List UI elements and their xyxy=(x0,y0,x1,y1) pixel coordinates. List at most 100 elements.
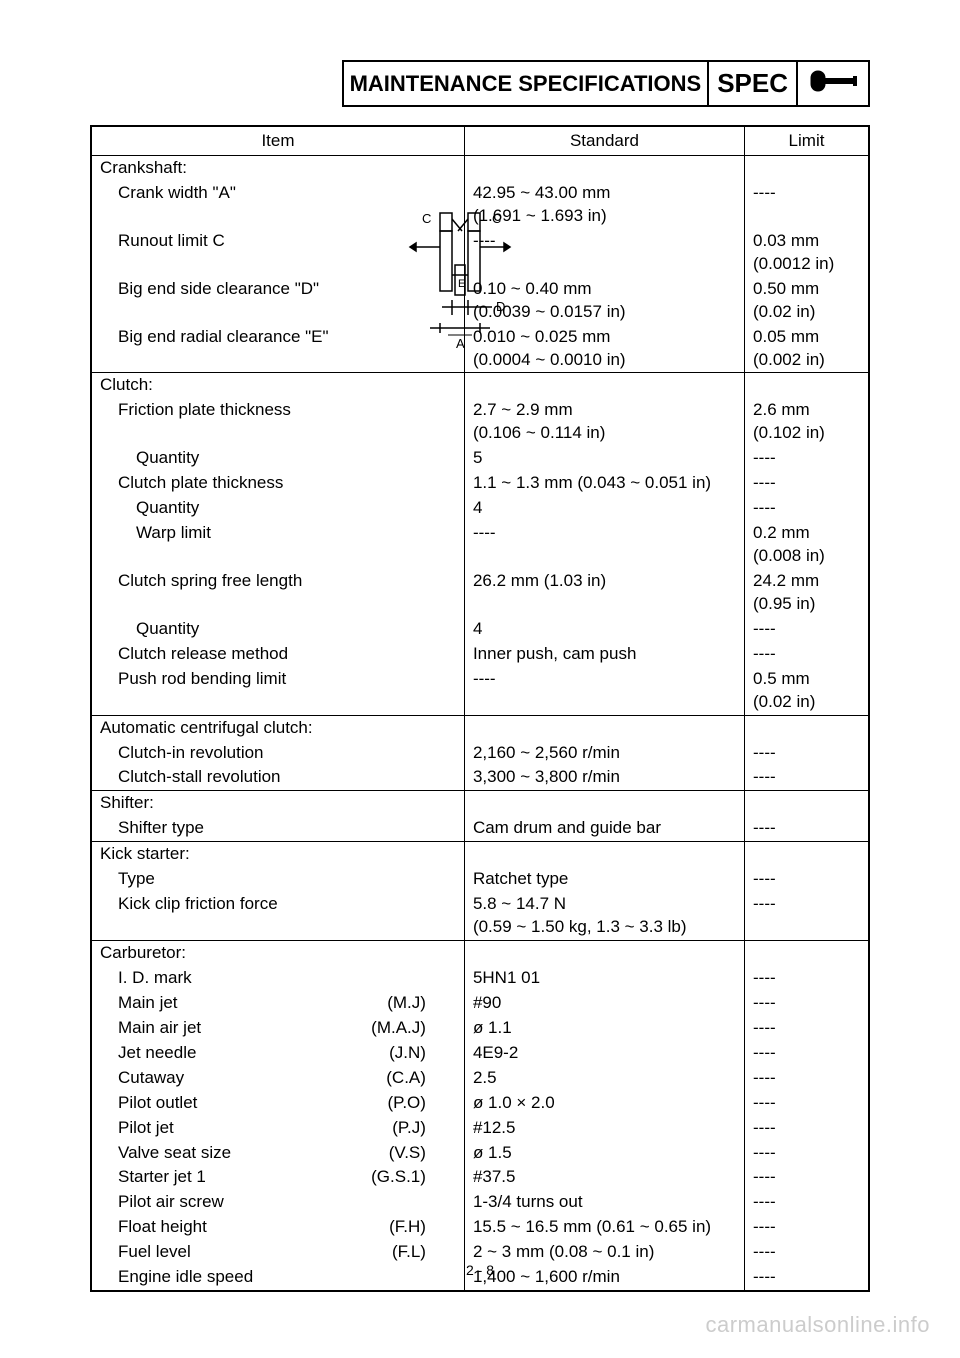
limit-cell: ---- xyxy=(745,741,869,766)
limit-cell: ---- xyxy=(745,446,869,471)
diagram-label-d: D xyxy=(496,299,505,314)
item-cell: Clutch spring free length xyxy=(91,569,464,617)
table-row: Jet needle(J.N)4E9-2---- xyxy=(91,1041,869,1066)
standard-cell: #37.5 xyxy=(464,1165,744,1190)
limit-cell: 0.05 mm (0.002 in) xyxy=(745,325,869,373)
abbr: (C.A) xyxy=(386,1067,426,1090)
standard-cell: #12.5 xyxy=(464,1116,744,1141)
section-title: Crankshaft: xyxy=(91,156,464,181)
limit-cell: ---- xyxy=(745,1041,869,1066)
table-row: Clutch plate thickness1.1 ~ 1.3 mm (0.04… xyxy=(91,471,869,496)
section-title-row: Shifter: xyxy=(91,791,869,816)
standard-cell: 15.5 ~ 16.5 mm (0.61 ~ 0.65 in) xyxy=(464,1215,744,1240)
limit-cell: ---- xyxy=(745,765,869,790)
item-cell: Float height(F.H) xyxy=(91,1215,464,1240)
item-cell: Cutaway(C.A) xyxy=(91,1066,464,1091)
diagram-label-c2: C xyxy=(492,211,501,226)
diagram-label-e: E xyxy=(458,278,465,290)
item-cell: I. D. mark xyxy=(91,966,464,991)
standard-cell: #90 xyxy=(464,991,744,1016)
standard-cell: 2.5 xyxy=(464,1066,744,1091)
limit-cell: ---- xyxy=(745,867,869,892)
table-row: Push rod bending limit----0.5 mm (0.02 i… xyxy=(91,667,869,715)
abbr: (P.O) xyxy=(388,1092,426,1115)
standard-cell: 2,160 ~ 2,560 r/min xyxy=(464,741,744,766)
limit-cell: ---- xyxy=(745,892,869,940)
standard-cell: 3,300 ~ 3,800 r/min xyxy=(464,765,744,790)
item-cell: Clutch-in revolution xyxy=(91,741,464,766)
item-cell: Shifter type xyxy=(91,816,464,841)
standard-cell: ---- xyxy=(464,667,744,715)
table-row: Main jet(M.J)#90---- xyxy=(91,991,869,1016)
limit-cell: ---- xyxy=(745,816,869,841)
item-cell: Main air jet(M.A.J) xyxy=(91,1016,464,1041)
limit-cell: ---- xyxy=(745,1141,869,1166)
section-title-row: Automatic centrifugal clutch: xyxy=(91,715,869,740)
table-row: Starter jet 1(G.S.1)#37.5---- xyxy=(91,1165,869,1190)
section-title: Automatic centrifugal clutch: xyxy=(91,715,464,740)
standard-cell: ø 1.5 xyxy=(464,1141,744,1166)
section-title: Kick starter: xyxy=(91,842,464,867)
limit-cell: ---- xyxy=(745,1116,869,1141)
page-number: 2 - 8 xyxy=(0,1262,960,1278)
standard-cell: 5.8 ~ 14.7 N (0.59 ~ 1.50 kg, 1.3 ~ 3.3 … xyxy=(464,892,744,940)
item-cell: Jet needle(J.N) xyxy=(91,1041,464,1066)
table-row: Pilot outlet(P.O)ø 1.0 × 2.0---- xyxy=(91,1091,869,1116)
table-row: Quantity4---- xyxy=(91,617,869,642)
limit-cell: ---- xyxy=(745,1091,869,1116)
item-cell: Clutch-stall revolution xyxy=(91,765,464,790)
abbr: (F.H) xyxy=(389,1216,426,1239)
limit-cell: ---- xyxy=(745,496,869,521)
table-row: Float height(F.H)15.5 ~ 16.5 mm (0.61 ~ … xyxy=(91,1215,869,1240)
crankshaft-diagram: C C D E A xyxy=(400,205,520,355)
section-title-row: Carburetor: xyxy=(91,941,869,966)
item-cell: Friction plate thickness xyxy=(91,398,464,446)
diagram-label-a: A xyxy=(456,336,465,351)
table-row: Clutch-stall revolution3,300 ~ 3,800 r/m… xyxy=(91,765,869,790)
limit-cell: 0.2 mm (0.008 in) xyxy=(745,521,869,569)
table-row: Pilot jet(P.J)#12.5---- xyxy=(91,1116,869,1141)
item-cell: Warp limit xyxy=(91,521,464,569)
limit-cell: 2.6 mm (0.102 in) xyxy=(745,398,869,446)
standard-cell: 5 xyxy=(464,446,744,471)
limit-cell: 0.5 mm (0.02 in) xyxy=(745,667,869,715)
item-cell: Valve seat size(V.S) xyxy=(91,1141,464,1166)
table-row: I. D. mark5HN1 01---- xyxy=(91,966,869,991)
table-row: Cutaway(C.A)2.5---- xyxy=(91,1066,869,1091)
standard-cell: Cam drum and guide bar xyxy=(464,816,744,841)
page-header: MAINTENANCE SPECIFICATIONS SPEC xyxy=(90,60,870,107)
abbr: (J.N) xyxy=(389,1042,426,1065)
limit-cell: ---- xyxy=(745,181,869,229)
table-row: Pilot air screw1-3/4 turns out---- xyxy=(91,1190,869,1215)
table-row: Valve seat size(V.S)ø 1.5---- xyxy=(91,1141,869,1166)
standard-cell: 2.7 ~ 2.9 mm (0.106 ~ 0.114 in) xyxy=(464,398,744,446)
item-cell: Type xyxy=(91,867,464,892)
abbr: (M.A.J) xyxy=(371,1017,426,1040)
diagram-label-c: C xyxy=(422,211,431,226)
col-limit: Limit xyxy=(745,126,869,156)
table-header-row: Item Standard Limit xyxy=(91,126,869,156)
item-cell: Main jet(M.J) xyxy=(91,991,464,1016)
section-title: Carburetor: xyxy=(91,941,464,966)
item-cell: Pilot air screw xyxy=(91,1190,464,1215)
table-row: Kick clip friction force5.8 ~ 14.7 N (0.… xyxy=(91,892,869,940)
limit-cell: ---- xyxy=(745,642,869,667)
item-cell: Kick clip friction force xyxy=(91,892,464,940)
header-icon-box xyxy=(798,60,870,107)
standard-cell: 5HN1 01 xyxy=(464,966,744,991)
limit-cell: ---- xyxy=(745,471,869,496)
item-cell: Quantity xyxy=(91,617,464,642)
limit-cell: ---- xyxy=(745,1165,869,1190)
limit-cell: ---- xyxy=(745,617,869,642)
standard-cell: Ratchet type xyxy=(464,867,744,892)
standard-cell: ø 1.0 × 2.0 xyxy=(464,1091,744,1116)
limit-cell: ---- xyxy=(745,1016,869,1041)
standard-cell: Inner push, cam push xyxy=(464,642,744,667)
item-cell: Pilot outlet(P.O) xyxy=(91,1091,464,1116)
table-row: Clutch spring free length26.2 mm (1.03 i… xyxy=(91,569,869,617)
standard-cell: 1-3/4 turns out xyxy=(464,1190,744,1215)
section-title: Clutch: xyxy=(91,373,464,398)
item-cell: Quantity xyxy=(91,496,464,521)
table-row: Friction plate thickness2.7 ~ 2.9 mm (0.… xyxy=(91,398,869,446)
abbr: (P.J) xyxy=(392,1117,426,1140)
